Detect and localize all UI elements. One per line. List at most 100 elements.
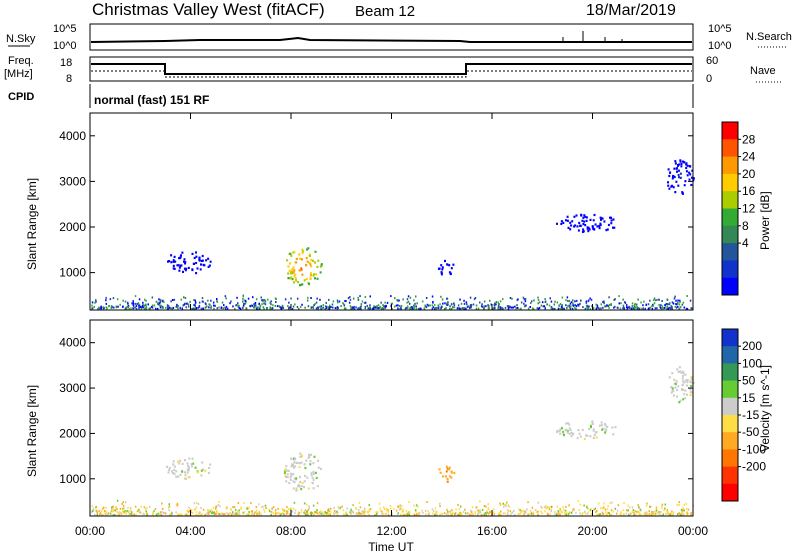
- scatter-cell: [186, 509, 188, 512]
- scatter-cell: [674, 162, 677, 165]
- scatter-cell: [201, 300, 204, 303]
- scatter-cell: [603, 502, 605, 505]
- scatter-cell: [307, 296, 309, 299]
- scatter-cell: [567, 226, 570, 229]
- scatter-cell: [114, 509, 117, 512]
- scatter-cell: [581, 513, 583, 516]
- scatter-cell: [628, 513, 630, 516]
- scatter-cell: [689, 173, 692, 176]
- scatter-cell: [198, 256, 201, 259]
- scatter-cell: [379, 507, 381, 510]
- scatter-cell: [277, 507, 279, 510]
- scatter-cell: [500, 513, 502, 516]
- scatter-cell: [464, 508, 466, 511]
- scatter-cell: [384, 513, 387, 516]
- scatter-cell: [614, 426, 617, 429]
- scatter-cell: [337, 506, 340, 509]
- scatter-cell: [139, 511, 142, 514]
- scatter-cell: [403, 513, 405, 516]
- scatter-cell: [268, 510, 271, 513]
- scatter-cell: [174, 260, 177, 263]
- scatter-cell: [602, 306, 604, 309]
- scatter-cell: [111, 508, 113, 511]
- scatter-cell: [664, 304, 666, 306]
- scatter-cell: [664, 507, 666, 510]
- scatter-cell: [449, 305, 451, 308]
- scatter-cell: [672, 394, 675, 397]
- scatter-cell: [415, 504, 418, 507]
- scatter-cell: [519, 509, 521, 512]
- colorbar-segment: [722, 243, 738, 261]
- scatter-cell: [310, 473, 313, 477]
- scatter-cell: [200, 474, 203, 477]
- scatter-cell: [271, 506, 274, 509]
- scatter-cell: [290, 457, 293, 460]
- scatter-cell: [393, 305, 396, 308]
- scatter-cell: [255, 304, 257, 307]
- scatter-cell: [592, 306, 595, 309]
- scatter-cell: [554, 510, 556, 513]
- scatter-cell: [436, 511, 438, 514]
- scatter-cell: [278, 512, 280, 515]
- scatter-cell: [678, 176, 680, 179]
- scatter-cell: [132, 302, 135, 305]
- scatter-cell: [138, 510, 140, 513]
- scatter-cell: [570, 511, 573, 514]
- scatter-cell: [310, 472, 313, 475]
- scatter-cell: [514, 305, 516, 308]
- scatter-cell: [541, 301, 544, 304]
- scatter-cell: [272, 304, 274, 307]
- scatter-cell: [476, 509, 479, 512]
- scatter-cell: [145, 307, 148, 310]
- scatter-cell: [207, 299, 209, 302]
- scatter-cell: [507, 504, 510, 507]
- scatter-cell: [552, 307, 554, 310]
- scatter-cell: [673, 511, 675, 514]
- scatter-cell: [100, 305, 102, 308]
- scatter-cell: [674, 160, 677, 163]
- scatter-cell: [572, 304, 574, 307]
- scatter-cell: [381, 510, 383, 513]
- scatter-cell: [319, 265, 322, 268]
- scatter-cell: [306, 248, 309, 251]
- scatter-cell: [360, 512, 362, 515]
- scatter-cell: [683, 393, 686, 396]
- scatter-cell: [254, 302, 257, 304]
- scatter-cell: [343, 307, 346, 310]
- scatter-cell: [148, 307, 150, 310]
- scatter-cell: [546, 512, 549, 515]
- scatter-cell: [676, 368, 679, 371]
- scatter-cell: [192, 307, 195, 310]
- scatter-cell: [649, 505, 651, 508]
- scatter-cell: [543, 305, 545, 308]
- scatter-cell: [400, 513, 402, 516]
- scatter-cell: [253, 303, 255, 306]
- scatter-cell: [576, 299, 578, 302]
- y-tick-label: 1000: [59, 266, 86, 280]
- scatter-cell: [213, 304, 215, 307]
- scatter-cell: [320, 510, 322, 513]
- scatter-cell: [483, 513, 486, 516]
- scatter-cell: [336, 513, 339, 516]
- scatter-cell: [352, 306, 354, 309]
- scatter-cell: [532, 511, 535, 514]
- beam-label: Beam 12: [355, 3, 415, 20]
- scatter-cell: [278, 305, 280, 308]
- scatter-cell: [564, 513, 566, 515]
- scatter-cell: [322, 511, 324, 514]
- scatter-cell: [344, 513, 347, 516]
- scatter-cell: [364, 513, 366, 516]
- scatter-cell: [91, 301, 94, 304]
- scatter-cell: [524, 298, 527, 300]
- scatter-cell: [105, 296, 107, 299]
- colorbar-segment: [722, 122, 738, 140]
- scatter-cell: [290, 297, 292, 300]
- scatter-cell: [565, 219, 567, 222]
- scatter-cell: [681, 383, 684, 386]
- scatter-cell: [609, 513, 611, 516]
- scatter-cell: [587, 507, 589, 510]
- scatter-cell: [379, 509, 382, 512]
